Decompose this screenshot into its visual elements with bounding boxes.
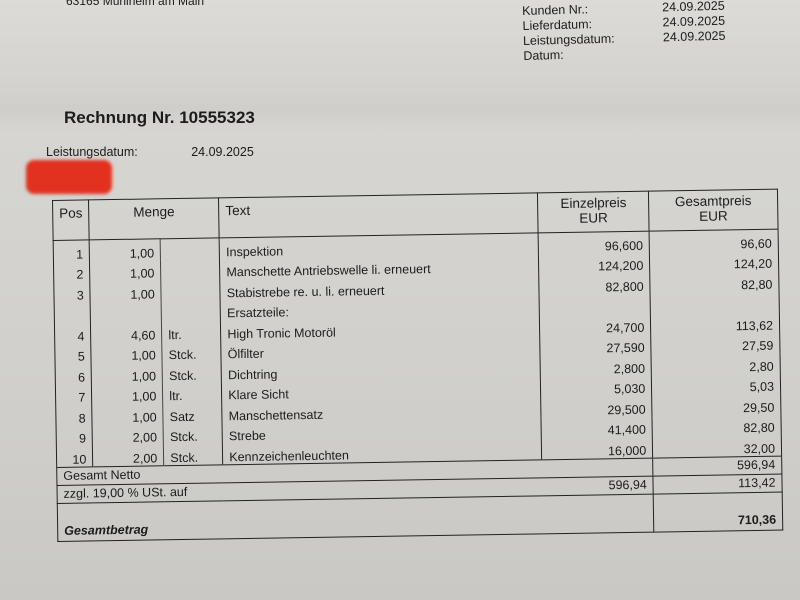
cell-pos: 3 bbox=[53, 281, 91, 303]
cell-unit bbox=[160, 258, 221, 281]
cell-unit-price: 124,200 bbox=[538, 252, 650, 275]
cell-pos: 4 bbox=[54, 322, 92, 344]
cell-pos: 10 bbox=[56, 445, 93, 467]
cell-unit-price: 29,500 bbox=[540, 395, 653, 418]
meta-label: Datum: bbox=[523, 47, 564, 63]
header-einzelpreis-label: Einzelpreis bbox=[560, 194, 627, 212]
cell-unit: Stck. bbox=[163, 443, 223, 466]
grand-total-label: Gesamtbetrag bbox=[57, 493, 655, 541]
cell-unit bbox=[161, 279, 221, 301]
header-pos: Pos bbox=[52, 199, 90, 241]
cell-unit bbox=[161, 299, 221, 322]
cell-qty: 1,00 bbox=[91, 403, 164, 425]
cell-qty: 2,00 bbox=[92, 444, 164, 467]
header-einzelpreis-unit: EUR bbox=[579, 210, 608, 226]
header-gesamtpreis: Gesamtpreis EUR bbox=[648, 189, 779, 232]
cell-pos: 2 bbox=[53, 260, 91, 282]
cell-unit-price: 82,800 bbox=[538, 272, 651, 295]
cell-unit-price bbox=[539, 293, 651, 316]
cell-total: 2,80 bbox=[651, 352, 781, 376]
cell-pos: 8 bbox=[55, 404, 93, 426]
cell-unit-price: 2,800 bbox=[540, 354, 652, 377]
service-date-value: 24.09.2025 bbox=[191, 145, 254, 159]
cell-unit: Stck. bbox=[163, 422, 223, 445]
service-date: Leistungsdatum: 24.09.2025 bbox=[46, 145, 254, 159]
cell-qty: 1,00 bbox=[90, 280, 162, 302]
cell-unit bbox=[160, 237, 220, 260]
cell-pos: 6 bbox=[55, 363, 92, 385]
service-date-label: Leistungsdatum: bbox=[46, 145, 138, 159]
cell-unit-price: 41,400 bbox=[541, 416, 653, 439]
cell-unit: ltr. bbox=[162, 381, 222, 404]
cell-total: 124,20 bbox=[649, 250, 779, 273]
cell-total: 32,00 bbox=[652, 434, 782, 458]
cell-total: 5,03 bbox=[651, 373, 781, 396]
cell-qty: 2,00 bbox=[92, 423, 164, 446]
cell-qty: 1,00 bbox=[91, 382, 163, 405]
invoice-table: Pos Menge Text Einzelpreis EUR Gesamtprei… bbox=[52, 189, 783, 542]
vat-base: 596,94 bbox=[542, 475, 654, 496]
cell-unit: Satz bbox=[162, 402, 223, 424]
cell-pos: 9 bbox=[56, 424, 93, 446]
cell-unit-price: 5,030 bbox=[540, 375, 652, 398]
cell-unit: Stck. bbox=[162, 361, 222, 383]
cell-qty bbox=[90, 300, 162, 323]
cell-pos: 7 bbox=[55, 383, 92, 405]
cell-total: 27,59 bbox=[650, 332, 780, 355]
cell-unit: Stck. bbox=[162, 340, 222, 363]
cell-total: 82,80 bbox=[649, 270, 780, 294]
cell-pos bbox=[54, 301, 91, 323]
cell-qty: 1,00 bbox=[91, 341, 163, 364]
vat-value: 113,42 bbox=[653, 473, 783, 494]
sender-address: 63165 Mühlheim am Main bbox=[66, 0, 205, 8]
cell-qty: 1,00 bbox=[91, 362, 163, 384]
invoice-meta: Kunden Nr.: 24.09.2025 Lieferdatum: 24.09.2… bbox=[522, 0, 743, 64]
header-einzelpreis: Einzelpreis EUR bbox=[537, 191, 650, 233]
cell-total: 82,80 bbox=[652, 414, 782, 437]
cell-total: 29,50 bbox=[651, 393, 781, 417]
cell-unit-price: 27,590 bbox=[539, 334, 652, 357]
cell-total bbox=[650, 291, 780, 314]
cell-unit-price: 96,600 bbox=[538, 231, 650, 254]
header-gesamtpreis-unit: EUR bbox=[699, 208, 728, 224]
cell-unit-price: 16,000 bbox=[541, 436, 653, 460]
meta-value: 24.09.2025 bbox=[662, 28, 726, 45]
cell-pos: 5 bbox=[54, 342, 92, 364]
header-menge: Menge bbox=[88, 197, 220, 240]
cell-total: 96,60 bbox=[649, 229, 779, 253]
cell-qty: 1,00 bbox=[89, 259, 162, 282]
redaction-mark bbox=[26, 160, 112, 194]
cell-total: 113,62 bbox=[650, 311, 780, 335]
invoice-title: Rechnung Nr. 10555323 bbox=[64, 108, 255, 127]
grand-total-value: 710,36 bbox=[653, 491, 783, 532]
cell-qty: 1,00 bbox=[89, 238, 161, 261]
header-text: Text bbox=[218, 192, 539, 238]
cell-unit: ltr. bbox=[161, 320, 221, 342]
meta-value: 24.09.2025 bbox=[662, 13, 726, 30]
cell-unit-price: 24,700 bbox=[539, 313, 651, 336]
cell-qty: 4,60 bbox=[90, 321, 163, 343]
header-gesamtpreis-label: Gesamtpreis bbox=[674, 193, 752, 210]
cell-pos: 1 bbox=[53, 239, 90, 262]
net-total-value: 596,94 bbox=[652, 455, 782, 476]
